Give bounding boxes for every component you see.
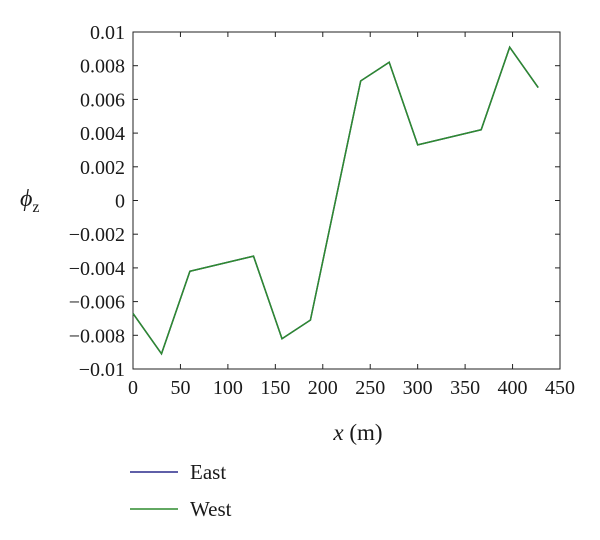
y-axis-label-sub: z: [32, 199, 39, 216]
x-tick-label: 250: [355, 377, 385, 399]
x-axis-label-unit: (m): [344, 420, 383, 445]
y-tick-label: 0.008: [80, 56, 125, 78]
x-tick-label: 350: [450, 377, 480, 399]
legend-label: West: [190, 497, 232, 521]
y-tick-label: 0: [115, 191, 125, 213]
y-axis-label-symbol: ϕ: [20, 186, 32, 212]
y-tick-label: −0.008: [69, 325, 125, 347]
legend-label: East: [190, 460, 226, 484]
x-axis: 0 50 100 150 200 250 300 350 400 450: [128, 32, 575, 399]
x-tick-label: 0: [128, 377, 138, 399]
x-tick-label: 450: [545, 377, 575, 399]
y-axis: 0.01 0.008 0.006 0.004 0.002 0 −0.002 −0.004 −0.…: [69, 22, 560, 381]
x-axis-label: x (m): [332, 420, 382, 445]
x-tick-label: 50: [170, 377, 190, 399]
y-tick-label: −0.004: [69, 258, 125, 280]
x-tick-label: 400: [498, 377, 528, 399]
y-tick-label: 0.002: [80, 157, 125, 179]
x-tick-label: 100: [213, 377, 243, 399]
y-tick-label: −0.002: [69, 224, 125, 246]
x-axis-label-var: x: [332, 420, 344, 445]
y-tick-label: 0.006: [80, 89, 125, 111]
x-tick-label: 200: [308, 377, 338, 399]
y-tick-label: 0.01: [90, 22, 125, 44]
plot-frame: [132, 31, 561, 370]
x-tick-label: 300: [403, 377, 433, 399]
legend-item-west: West: [130, 497, 232, 521]
y-tick-label: −0.006: [69, 292, 125, 314]
series-line-west: [132, 45, 539, 356]
y-tick-label: −0.01: [79, 359, 125, 381]
legend: East West: [130, 460, 232, 521]
plot-area: [132, 31, 561, 370]
legend-item-east: East: [130, 460, 226, 484]
x-tick-label: 150: [260, 377, 290, 399]
y-tick-label: 0.004: [80, 123, 125, 145]
y-axis-label: ϕz: [20, 186, 40, 216]
